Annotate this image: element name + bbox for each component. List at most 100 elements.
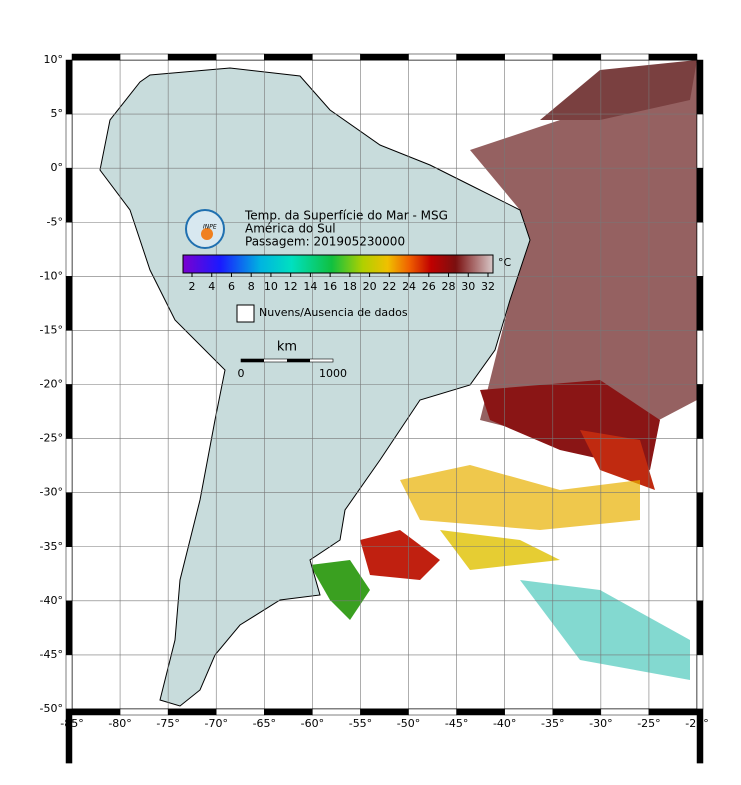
lat-tick-label: -20°: [40, 378, 63, 391]
colorbar-tick-label: 2: [189, 280, 196, 293]
frame-segment: [696, 600, 704, 656]
frame-segment: [552, 708, 602, 716]
lon-tick-label: -50°: [397, 717, 420, 730]
frame-segment: [312, 708, 361, 716]
frame-segment: [167, 53, 217, 61]
colorbar-unit: °C: [498, 256, 512, 269]
lat-tick-label: -45°: [40, 648, 63, 661]
lon-tick-label: -35°: [541, 717, 564, 730]
frame-segment: [360, 53, 409, 61]
frame-segment: [65, 546, 73, 602]
frame-segment: [696, 276, 704, 331]
colorbar-tick-label: 26: [422, 280, 436, 293]
lat-tick-label: -15°: [40, 323, 63, 336]
frame-segment: [600, 53, 650, 61]
frame-segment: [215, 708, 265, 716]
colorbar-tick-label: 12: [284, 280, 298, 293]
frame-segment: [215, 53, 265, 61]
colorbar-tick-label: 14: [303, 280, 317, 293]
frame-segment: [167, 708, 217, 716]
lon-tick-label: -60°: [301, 717, 324, 730]
frame-segment: [65, 113, 73, 169]
colorbar-tick-label: 20: [363, 280, 377, 293]
frame-segment: [65, 708, 73, 764]
frame-segment: [119, 708, 169, 716]
scale-unit: km: [277, 340, 297, 355]
frame-segment: [648, 708, 698, 716]
frame-segment: [456, 53, 505, 61]
lon-tick-label: -65°: [253, 717, 276, 730]
lon-tick-label: -20°: [685, 717, 708, 730]
lat-tick-label: -5°: [47, 215, 63, 228]
frame-segment: [696, 222, 704, 277]
lon-tick-label: -70°: [204, 717, 227, 730]
colorbar-tick-label: 6: [228, 280, 235, 293]
frame-segment: [456, 708, 505, 716]
frame-segment: [65, 59, 73, 115]
lat-tick-label: -35°: [40, 540, 63, 553]
colorbar-tick-label: 10: [264, 280, 278, 293]
frame-segment: [696, 167, 704, 223]
legend-swatch: [236, 304, 255, 323]
frame-segment: [552, 53, 602, 61]
frame-segment: [65, 600, 73, 656]
logo: INPE: [185, 209, 225, 249]
colorbar-tick-label: 16: [323, 280, 337, 293]
frame-segment: [696, 546, 704, 602]
lat-tick-label: 0°: [51, 161, 64, 174]
frame-segment: [696, 492, 704, 547]
logo-text: INPE: [203, 224, 217, 231]
title-line: América do Sul: [245, 222, 336, 236]
frame-segment: [65, 222, 73, 277]
frame-segment: [65, 492, 73, 547]
lon-tick-label: -55°: [349, 717, 372, 730]
lon-tick-label: -75°: [156, 717, 179, 730]
colorbar-tick-label: 30: [461, 280, 475, 293]
frame-segment: [65, 438, 73, 493]
frame-segment: [71, 708, 121, 716]
frame-segment: [360, 708, 409, 716]
title-line: Temp. da Superfície do Mar - MSG: [244, 209, 448, 223]
frame-segment: [504, 53, 554, 61]
lat-tick-label: -50°: [40, 702, 63, 715]
scale-bar: [240, 358, 334, 363]
frame-segment: [696, 384, 704, 439]
title-line: Passagem: 201905230000: [245, 235, 405, 249]
frame-segment: [648, 53, 698, 61]
frame-segment: [65, 330, 73, 385]
lat-tick-label: -30°: [40, 486, 63, 499]
colorbar-tick-label: 8: [248, 280, 255, 293]
colorbar-tick-label: 24: [402, 280, 416, 293]
colorbar-tick-label: 22: [382, 280, 396, 293]
frame-segment: [119, 53, 169, 61]
colorbar-tick-label: 18: [343, 280, 357, 293]
frame-segment: [696, 438, 704, 493]
legend-label: Nuvens/Ausencia de dados: [259, 306, 408, 319]
lon-tick-label: -80°: [108, 717, 131, 730]
lon-tick-label: -45°: [445, 717, 468, 730]
frame-segment: [696, 654, 704, 710]
colorbar-tick-label: 4: [208, 280, 215, 293]
frame-segment: [65, 276, 73, 331]
lat-tick-label: -10°: [40, 269, 63, 282]
frame-segment: [504, 708, 554, 716]
lat-tick-label: -40°: [40, 594, 63, 607]
lat-tick-label: -25°: [40, 432, 63, 445]
colorbar: [182, 254, 494, 274]
frame-segment: [264, 708, 313, 716]
frame-segment: [65, 384, 73, 439]
lat-tick-label: 5°: [51, 107, 64, 120]
lon-tick-label: -30°: [589, 717, 612, 730]
scale-start: 0: [238, 367, 245, 380]
frame-segment: [696, 113, 704, 169]
frame-segment: [312, 53, 361, 61]
map-area: [72, 60, 697, 709]
lon-tick-label: -40°: [493, 717, 516, 730]
lat-tick-label: 10°: [44, 53, 64, 66]
frame-segment: [65, 167, 73, 223]
lon-tick-label: -85°: [60, 717, 83, 730]
lon-tick-label: -25°: [637, 717, 660, 730]
frame-segment: [408, 708, 457, 716]
frame-segment: [264, 53, 313, 61]
